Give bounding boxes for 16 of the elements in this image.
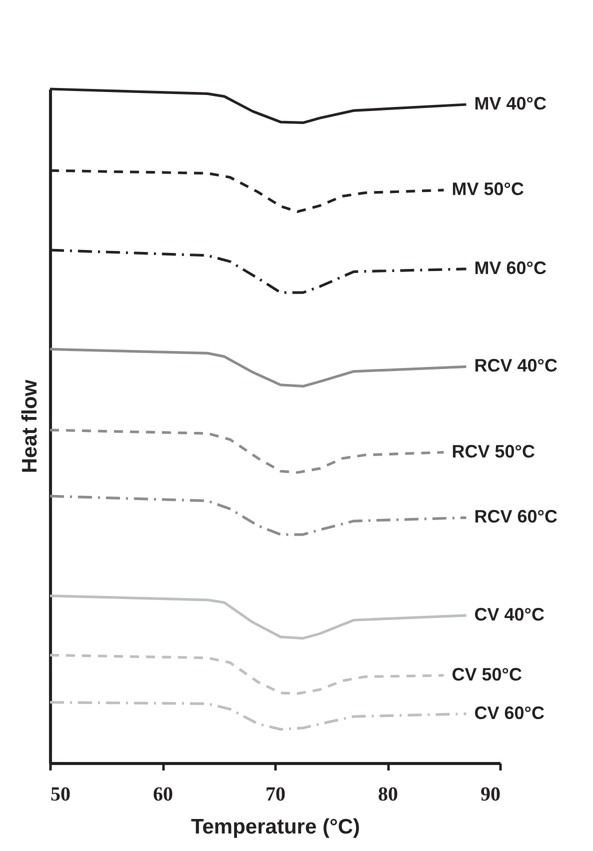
series-label: MV 60°C xyxy=(474,258,546,278)
series-label: RCV 40°C xyxy=(474,356,558,376)
x-tick-label: 70 xyxy=(266,784,286,806)
x-tick-label: 80 xyxy=(378,784,398,806)
x-tick-label: 60 xyxy=(153,784,173,806)
series-label: CV 40°C xyxy=(474,604,544,624)
series-label: MV 40°C xyxy=(474,94,546,114)
series-label: CV 50°C xyxy=(452,664,522,684)
series-label: RCV 60°C xyxy=(474,506,558,527)
x-tick-label: 50 xyxy=(50,784,70,806)
x-tick-label: 90 xyxy=(480,784,500,806)
y-axis-title: Heat flow xyxy=(18,379,42,474)
series-label: CV 60°C xyxy=(474,702,544,723)
series-label: MV 50°C xyxy=(452,179,524,200)
series-label: RCV 50°C xyxy=(452,441,535,462)
x-axis-title: Temperature (°C) xyxy=(190,816,360,838)
